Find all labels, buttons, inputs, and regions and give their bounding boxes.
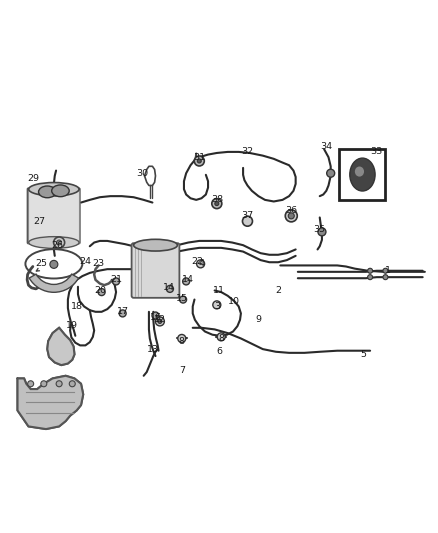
Ellipse shape <box>39 186 56 198</box>
Circle shape <box>41 381 47 387</box>
Text: 8: 8 <box>179 337 185 345</box>
Text: 34: 34 <box>320 142 332 151</box>
Text: 20: 20 <box>95 286 107 295</box>
Circle shape <box>318 228 326 236</box>
Text: 21: 21 <box>110 276 122 284</box>
Text: 38: 38 <box>211 196 223 204</box>
Text: 1: 1 <box>385 266 391 275</box>
Circle shape <box>28 381 34 387</box>
Text: 37: 37 <box>241 212 254 220</box>
Ellipse shape <box>134 239 177 251</box>
Circle shape <box>197 159 201 163</box>
Circle shape <box>367 268 373 273</box>
Ellipse shape <box>29 237 79 248</box>
Text: 17: 17 <box>117 308 129 316</box>
Text: 30: 30 <box>136 169 148 177</box>
Polygon shape <box>18 376 83 429</box>
Text: 18: 18 <box>71 302 83 311</box>
Text: 16: 16 <box>149 313 162 321</box>
Text: 11: 11 <box>213 286 225 295</box>
Text: 29: 29 <box>27 174 39 183</box>
Text: 2: 2 <box>275 286 281 295</box>
Text: 15: 15 <box>176 294 188 303</box>
Circle shape <box>113 278 120 285</box>
Ellipse shape <box>52 185 69 197</box>
Circle shape <box>50 260 58 269</box>
Wedge shape <box>29 274 78 292</box>
Circle shape <box>183 278 190 285</box>
Circle shape <box>119 310 126 317</box>
Text: 10: 10 <box>228 297 240 305</box>
Circle shape <box>288 213 294 219</box>
Circle shape <box>197 260 205 268</box>
Circle shape <box>56 381 62 387</box>
Circle shape <box>383 268 388 273</box>
Ellipse shape <box>355 166 364 176</box>
Circle shape <box>367 274 373 280</box>
Polygon shape <box>47 328 74 365</box>
Text: 35: 35 <box>314 225 326 233</box>
Ellipse shape <box>29 182 79 196</box>
FancyBboxPatch shape <box>28 188 80 244</box>
Circle shape <box>178 334 186 343</box>
Text: 19: 19 <box>66 321 78 329</box>
Text: 33: 33 <box>371 148 383 156</box>
Circle shape <box>327 169 335 177</box>
Text: 12: 12 <box>154 316 166 324</box>
Circle shape <box>212 199 222 208</box>
Bar <box>339 149 385 200</box>
Text: 26: 26 <box>51 241 63 249</box>
Text: 24: 24 <box>79 257 92 265</box>
Circle shape <box>158 319 162 324</box>
Circle shape <box>383 274 388 280</box>
Circle shape <box>194 156 204 166</box>
Circle shape <box>53 237 65 248</box>
Text: 5: 5 <box>360 350 367 359</box>
FancyBboxPatch shape <box>131 243 180 298</box>
Circle shape <box>57 240 62 245</box>
Text: 4: 4 <box>198 260 205 268</box>
Circle shape <box>98 288 105 296</box>
Circle shape <box>152 312 159 319</box>
Text: 6: 6 <box>216 348 222 356</box>
Text: 14: 14 <box>162 284 175 292</box>
Circle shape <box>243 216 252 226</box>
Circle shape <box>166 285 173 293</box>
Text: 31: 31 <box>193 153 205 161</box>
Circle shape <box>213 301 221 309</box>
Text: 23: 23 <box>92 260 105 268</box>
FancyArrowPatch shape <box>36 269 39 271</box>
Text: 14: 14 <box>182 276 194 284</box>
Text: 3: 3 <box>214 302 220 311</box>
Text: 32: 32 <box>241 148 254 156</box>
Text: 22: 22 <box>191 257 203 265</box>
Circle shape <box>285 210 297 222</box>
Circle shape <box>215 201 219 206</box>
Ellipse shape <box>350 158 375 191</box>
Text: 9: 9 <box>255 316 261 324</box>
Text: 7: 7 <box>179 366 185 375</box>
Circle shape <box>180 296 187 303</box>
Text: 27: 27 <box>33 217 46 225</box>
Text: 8: 8 <box>218 334 224 343</box>
Circle shape <box>217 333 225 341</box>
Circle shape <box>69 381 75 387</box>
Circle shape <box>155 317 164 326</box>
Text: 36: 36 <box>285 206 297 215</box>
Text: 13: 13 <box>147 345 159 353</box>
Text: 25: 25 <box>35 260 48 268</box>
